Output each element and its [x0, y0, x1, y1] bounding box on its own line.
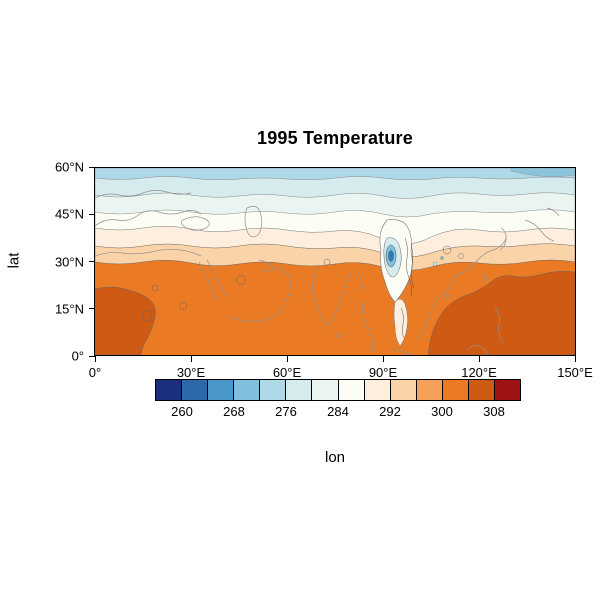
colorbar-segment	[338, 380, 365, 400]
x-axis-title: lon	[324, 449, 346, 466]
y-tick-mark	[89, 261, 95, 262]
y-tick-mark	[89, 166, 95, 168]
colorbar-tick-label: 308	[483, 404, 505, 419]
colorbar-segment	[234, 380, 261, 400]
x-tick-mark	[190, 356, 192, 362]
x-tick-mark	[94, 356, 96, 362]
y-tick-label: 60°N	[54, 159, 84, 175]
cold-spot-east-2	[440, 256, 444, 260]
y-axis: 0° 15°N 30°N 45°N 60°N	[30, 160, 95, 364]
x-axis: 0° 30°E 60°E 90°E 120°E 150°E	[89, 356, 593, 390]
colorbar-tick-label: 300	[431, 404, 453, 419]
y-tick-mark	[89, 213, 95, 215]
colorbar-segment	[468, 380, 496, 400]
cool-streak-south	[393, 298, 408, 347]
colorbar-labels: 260 268 276 284 292 300 308	[156, 404, 520, 420]
colorbar-tick-label: 276	[275, 404, 297, 419]
x-tick-label: 0°	[88, 365, 102, 380]
x-tick-label: 60°E	[272, 365, 302, 380]
colorbar-segment	[495, 380, 521, 400]
x-tick-label: 90°E	[368, 365, 398, 380]
fill-hot-left	[95, 286, 156, 355]
cold-spot-east-1	[432, 261, 438, 267]
plot-frame	[94, 167, 576, 356]
colorbar-segment	[208, 380, 235, 400]
colorbar-tick-label: 268	[223, 404, 245, 419]
contour-rings	[141, 245, 464, 322]
y-tick-mark	[89, 308, 95, 310]
colorbar-segment	[260, 380, 287, 400]
temperature-contour-map	[95, 168, 575, 355]
colorbar-tick-label: 292	[379, 404, 401, 419]
cold-core-inner	[388, 250, 394, 262]
x-tick-mark	[382, 356, 384, 362]
fill-hot-right	[427, 271, 575, 355]
y-tick-mark	[89, 355, 95, 357]
fill-corner-blue	[510, 168, 575, 177]
colorbar-segment	[390, 380, 417, 400]
x-tick-mark	[286, 356, 288, 362]
colorbar-tick-label: 260	[171, 404, 193, 419]
y-axis-title: lat	[5, 252, 23, 269]
x-tick-label: 150°E	[557, 365, 593, 380]
y-tick-label: 15°N	[54, 301, 84, 317]
colorbar-segment	[312, 380, 339, 400]
y-tick-label: 30°N	[54, 254, 84, 269]
colorbar-tick-label: 284	[327, 404, 349, 419]
x-tick-mark	[574, 356, 576, 362]
colorbar-segment	[182, 380, 209, 400]
fill-band-lightblue	[95, 168, 575, 181]
chart-title: 1995 Temperature	[257, 128, 413, 148]
contour-squiggles	[400, 237, 415, 339]
colorbar-segment	[416, 380, 443, 400]
coastlines	[95, 189, 560, 355]
x-tick-label: 30°E	[176, 365, 206, 380]
colorbar-segment	[442, 380, 469, 400]
colorbar-segment	[156, 380, 183, 400]
x-tick-mark	[478, 356, 480, 362]
colorbar-segment	[286, 380, 313, 400]
colorbar	[155, 379, 521, 401]
colorbar-segment	[364, 380, 391, 400]
y-tick-label: 0°	[71, 348, 84, 364]
x-tick-label: 120°E	[461, 365, 497, 380]
y-tick-label: 45°N	[54, 206, 84, 222]
